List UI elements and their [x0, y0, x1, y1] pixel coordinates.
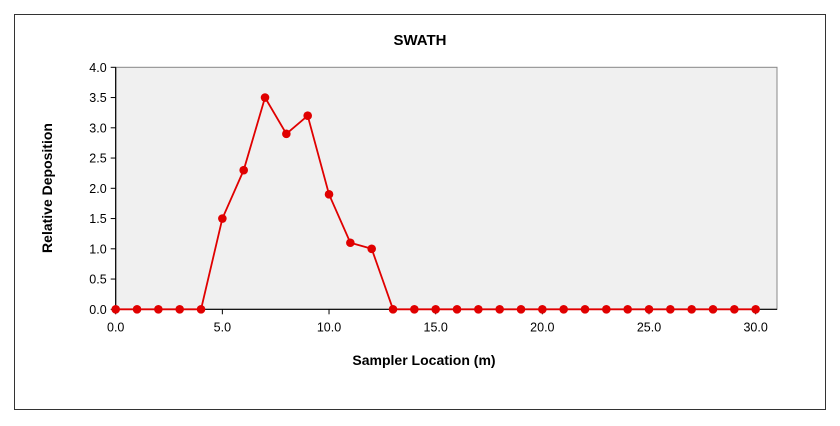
- data-point: [580, 305, 590, 314]
- data-point: [474, 305, 483, 314]
- x-tick-label: 5.0: [214, 320, 231, 334]
- data-point: [666, 305, 675, 314]
- data-point: [431, 305, 440, 314]
- data-point: [196, 305, 206, 314]
- x-axis-label: Sampler Location (m): [352, 352, 495, 368]
- y-tick-label: 0.0: [89, 303, 106, 317]
- y-tick-label: 3.0: [89, 121, 106, 135]
- data-point: [644, 305, 654, 314]
- data-point: [495, 305, 504, 314]
- data-point: [687, 305, 696, 314]
- data-point: [559, 305, 568, 314]
- data-point: [708, 305, 718, 314]
- data-point: [282, 129, 291, 139]
- data-point: [239, 165, 248, 175]
- data-point: [218, 214, 227, 223]
- y-tick-label: 1.5: [89, 212, 106, 226]
- y-tick-label: 0.5: [89, 273, 106, 287]
- data-point: [367, 244, 376, 254]
- y-axis-label: Relative Deposition: [39, 123, 55, 253]
- data-point: [303, 111, 312, 120]
- data-point: [452, 305, 462, 314]
- x-tick-label: 30.0: [743, 320, 767, 334]
- data-point: [623, 305, 632, 314]
- data-point: [410, 305, 419, 314]
- data-point: [260, 93, 270, 102]
- x-tick-label: 25.0: [637, 320, 661, 334]
- chart-title: SWATH: [393, 32, 446, 49]
- x-tick-label: 10.0: [317, 320, 341, 334]
- data-point: [751, 305, 760, 314]
- y-tick-label: 3.5: [89, 91, 106, 105]
- y-tick-label: 4.0: [89, 61, 106, 75]
- data-point: [516, 305, 526, 314]
- y-tick-label: 2.0: [89, 182, 106, 196]
- data-point: [730, 305, 739, 314]
- plot-area: [115, 66, 778, 310]
- y-tick-label: 1.0: [89, 242, 106, 256]
- data-point: [111, 305, 120, 314]
- y-tick-label: 2.5: [89, 152, 106, 166]
- data-point: [388, 305, 398, 314]
- x-tick-label: 15.0: [424, 320, 448, 334]
- x-tick-label: 20.0: [530, 320, 554, 334]
- chart-frame: [14, 14, 826, 410]
- data-point: [132, 305, 142, 314]
- data-point: [602, 305, 611, 314]
- data-point: [324, 190, 334, 199]
- data-point: [175, 305, 184, 314]
- data-point: [154, 305, 163, 314]
- data-point: [346, 238, 355, 248]
- data-point: [538, 305, 547, 314]
- x-tick-label: 0.0: [107, 320, 124, 334]
